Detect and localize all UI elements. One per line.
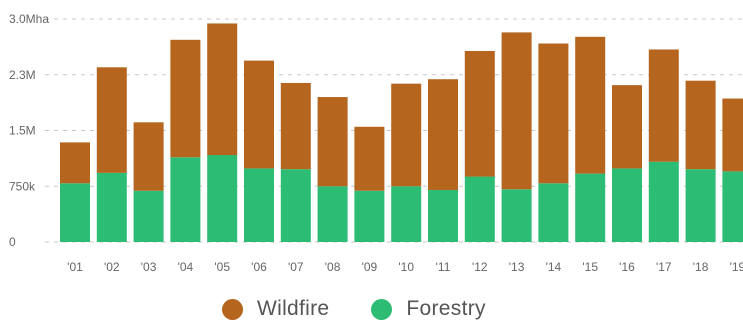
- bar-forestry[interactable]: [391, 186, 422, 242]
- legend-item-forestry[interactable]: Forestry: [371, 297, 486, 321]
- bar-wildfire[interactable]: [464, 50, 495, 177]
- x-tick-label: '01: [67, 260, 83, 274]
- bar-wildfire[interactable]: [685, 80, 716, 170]
- y-tick-label: 750k: [9, 179, 36, 193]
- bar-wildfire[interactable]: [354, 126, 385, 191]
- wildfire-swatch: [222, 298, 243, 320]
- bar-wildfire[interactable]: [501, 32, 532, 190]
- legend-label-wildfire: Wildfire: [257, 297, 330, 320]
- y-tick-label: 3.0Mha: [9, 12, 49, 26]
- bar-wildfire[interactable]: [538, 43, 569, 184]
- bar-forestry[interactable]: [244, 168, 274, 242]
- bar-forestry[interactable]: [133, 190, 164, 242]
- x-tick-label: '03: [141, 260, 157, 274]
- bar-forestry[interactable]: [354, 190, 385, 242]
- x-tick-label: '04: [178, 260, 194, 274]
- y-tick-label: 0: [9, 235, 16, 249]
- x-tick-label: '02: [104, 260, 120, 274]
- bar-wildfire[interactable]: [722, 98, 743, 172]
- forestry-swatch: [371, 298, 393, 320]
- x-tick-label: '10: [398, 260, 414, 274]
- bar-wildfire[interactable]: [244, 60, 274, 169]
- bar-forestry[interactable]: [648, 161, 679, 242]
- legend-item-wildfire[interactable]: Wildfire: [222, 297, 329, 321]
- bar-forestry[interactable]: [612, 168, 642, 242]
- bar-forestry[interactable]: [317, 186, 348, 242]
- bar-wildfire[interactable]: [207, 23, 238, 156]
- bar-forestry[interactable]: [170, 157, 201, 242]
- x-tick-label: '19: [730, 260, 743, 274]
- bars: [60, 23, 743, 242]
- bar-forestry[interactable]: [464, 176, 495, 242]
- bar-forestry[interactable]: [428, 189, 458, 242]
- x-tick-label: '12: [472, 260, 488, 274]
- bar-wildfire[interactable]: [391, 83, 422, 187]
- y-tick-label: 1.5M: [9, 124, 36, 138]
- bar-wildfire[interactable]: [280, 82, 311, 170]
- x-tick-label: '16: [619, 260, 635, 274]
- x-tick-label: '13: [509, 260, 525, 274]
- x-tick-label: '08: [325, 260, 341, 274]
- bar-forestry[interactable]: [280, 169, 311, 242]
- bar-forestry[interactable]: [575, 173, 606, 242]
- x-axis-ticks: '01 '02 '03 '04 '05 '06 '07 '08 '09 '10 '11 '12 '13 '…: [67, 260, 743, 274]
- x-tick-label: '05: [214, 260, 230, 274]
- x-tick-label: '14: [546, 260, 562, 274]
- bar-wildfire[interactable]: [170, 39, 201, 158]
- x-tick-label: '09: [362, 260, 378, 274]
- bar-forestry[interactable]: [96, 172, 127, 242]
- bar-wildfire[interactable]: [96, 67, 127, 173]
- x-tick-label: '07: [288, 260, 304, 274]
- bar-forestry[interactable]: [722, 171, 743, 242]
- y-tick-label: 2.3M: [9, 68, 36, 82]
- x-tick-label: '18: [693, 260, 709, 274]
- bar-wildfire[interactable]: [648, 49, 679, 162]
- bar-wildfire[interactable]: [575, 36, 606, 174]
- legend-label-forestry: Forestry: [406, 297, 486, 320]
- x-tick-label: '11: [436, 260, 451, 274]
- bar-wildfire[interactable]: [428, 79, 458, 190]
- bar-forestry[interactable]: [538, 183, 569, 242]
- x-tick-label: '06: [251, 260, 267, 274]
- bar-wildfire[interactable]: [60, 142, 90, 184]
- bar-wildfire[interactable]: [612, 85, 642, 169]
- bar-forestry[interactable]: [60, 183, 90, 242]
- bar-forestry[interactable]: [207, 155, 238, 242]
- bar-forestry[interactable]: [501, 189, 532, 242]
- x-tick-label: '17: [656, 260, 672, 274]
- x-tick-label: '15: [582, 260, 598, 274]
- chart-legend: Wildfire Forestry: [222, 296, 528, 322]
- bar-forestry[interactable]: [685, 169, 716, 242]
- y-axis-ticks: 0 750k 1.5M 2.3M 3.0Mha: [9, 12, 49, 249]
- bar-wildfire[interactable]: [317, 97, 348, 187]
- bar-wildfire[interactable]: [133, 122, 164, 191]
